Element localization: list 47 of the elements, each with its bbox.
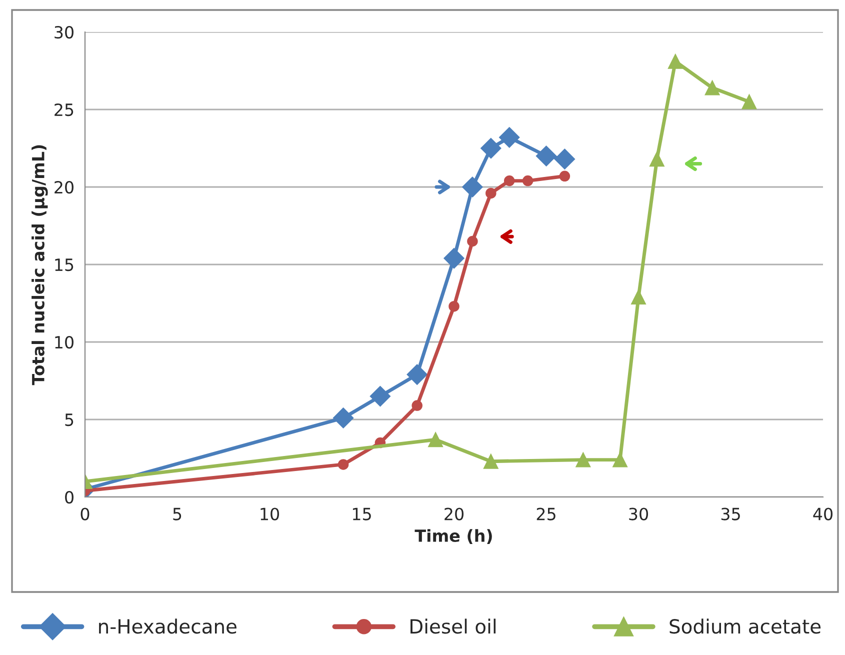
x-tick-label: 30 bbox=[629, 508, 648, 520]
point bbox=[486, 188, 496, 199]
point bbox=[370, 386, 391, 407]
point bbox=[462, 176, 483, 198]
point bbox=[499, 127, 520, 148]
point bbox=[536, 146, 557, 166]
legend-label: Diesel oil bbox=[410, 618, 496, 634]
point bbox=[504, 175, 515, 186]
y-tick-label: 20 bbox=[54, 180, 74, 194]
point bbox=[649, 152, 664, 167]
x-tick-label: 5 bbox=[173, 508, 182, 520]
point bbox=[448, 300, 460, 312]
point bbox=[483, 454, 498, 469]
x-tick-label: 40 bbox=[813, 508, 832, 520]
point bbox=[631, 290, 646, 305]
point bbox=[406, 364, 428, 385]
x-tick-label: 25 bbox=[536, 508, 556, 520]
x-axis-title: Time (h) bbox=[414, 529, 492, 544]
point bbox=[554, 148, 576, 170]
y-tick-label: 5 bbox=[65, 414, 74, 426]
y-tick-label: 0 bbox=[65, 490, 74, 504]
point bbox=[576, 452, 591, 468]
x-tick-label: 15 bbox=[352, 508, 371, 520]
y-tick-label: 25 bbox=[54, 103, 74, 116]
point bbox=[480, 138, 502, 159]
point bbox=[668, 54, 683, 69]
point bbox=[704, 80, 720, 96]
point bbox=[332, 408, 354, 428]
point bbox=[467, 236, 478, 247]
point bbox=[338, 459, 349, 470]
x-tick-label: 20 bbox=[444, 508, 464, 520]
y-tick-label: 10 bbox=[55, 336, 74, 349]
point bbox=[428, 432, 444, 448]
y-tick-label: 15 bbox=[55, 258, 74, 272]
point bbox=[742, 94, 757, 110]
point bbox=[559, 170, 570, 182]
x-tick-label: 0 bbox=[80, 508, 90, 520]
legend-label: Sodium acetate bbox=[670, 618, 821, 634]
y-axis-title: Total nucleic acid (µg/mL) bbox=[32, 145, 48, 386]
point bbox=[412, 400, 422, 411]
point bbox=[444, 248, 464, 269]
legend-label: n-Hexadecane bbox=[99, 618, 236, 634]
x-tick-label: 10 bbox=[260, 508, 279, 520]
y-tick-label: 30 bbox=[54, 26, 74, 39]
point bbox=[522, 175, 534, 186]
x-tick-label: 35 bbox=[721, 508, 740, 520]
point bbox=[612, 452, 628, 468]
